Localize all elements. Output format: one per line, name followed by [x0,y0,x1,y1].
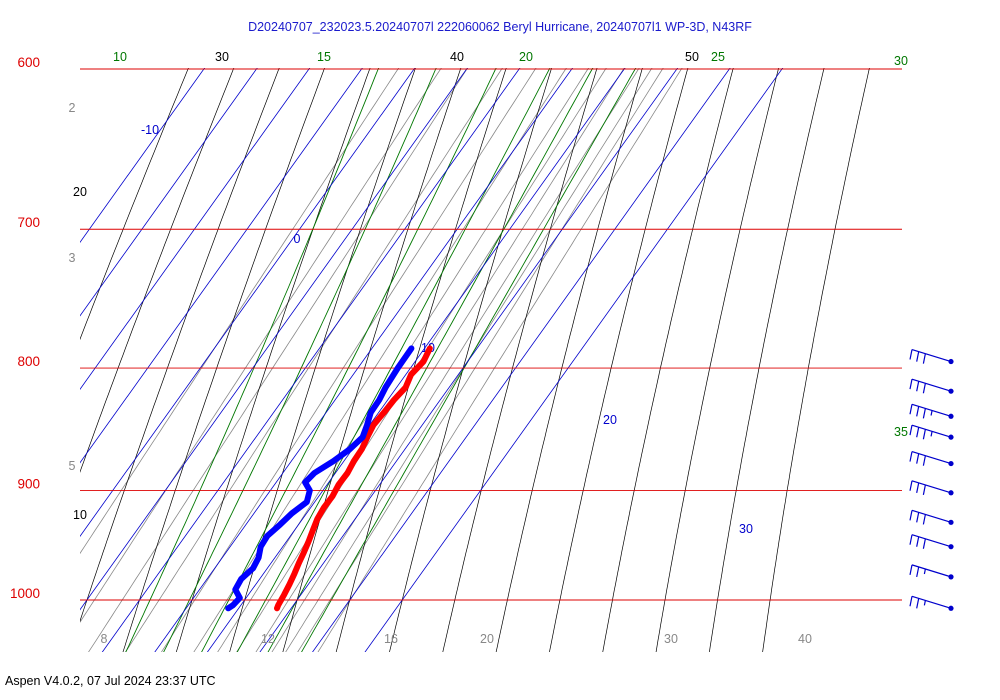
pressure-tick-label: 700 [17,215,40,230]
profiles [225,345,433,612]
isotherm-line [259,68,679,652]
wind-barb [909,450,954,467]
mixing-ratio-label: 8 [101,632,108,646]
mixing-ratio-label: 2 [69,101,76,115]
isotherm-label: 30 [739,522,753,536]
isotherm-line [312,68,731,652]
moist-adiabat-line [201,68,497,652]
dry-adiabat-line [549,68,689,652]
mixing-ratio-line [161,68,537,652]
chart-title: D20240707_232023.5.20240707l 222060062 B… [248,20,752,34]
dry-adiabat-line [602,68,734,652]
dry-adiabat-label: 30 [215,50,229,64]
moist-adiabats [125,68,637,652]
dry-adiabat-line [655,68,780,652]
wind-barb [909,534,954,550]
isotherm-line [154,68,573,652]
isotherm-line [101,68,521,652]
dry-adiabat-line [762,68,870,652]
wind-barb [909,480,954,496]
mixing-ratio-label: 40 [798,632,812,646]
moist-adiabat-line [236,68,551,652]
moist-adiabat-line [125,68,380,652]
isotherm-line [80,68,416,537]
moist-adiabat-line [163,68,437,652]
dry-adiabat-line [282,68,462,652]
dry-adiabat-line [80,68,235,473]
isotherm-label: -10 [141,123,159,137]
moist-adiabat-label: 10 [113,50,127,64]
dry-adiabat-line [442,68,598,652]
mixing-ratio-label: 30 [664,632,678,646]
mixing-ratio-line [80,68,442,623]
moist-adiabat-line [267,68,594,652]
dry-adiabat-label: 20 [73,185,87,199]
mixing-ratio-label: 3 [69,251,76,265]
dry-adiabat-line [175,68,371,652]
wind-barb [909,564,954,580]
isotherm-label: 0 [294,232,301,246]
mixing-ratio-line [217,68,590,652]
mixing-ratio-label: 5 [69,459,76,473]
pressure-tick-label: 900 [17,476,40,491]
wind-barb [909,509,954,525]
mixing-ratio-label: 12 [261,632,275,646]
moist-adiabat-label: 25 [711,50,725,64]
isotherm-line [80,68,258,317]
dewpoint-profile-line [225,345,415,612]
isobars [80,68,902,601]
dry-adiabat-line [80,68,280,623]
dry-adiabat-line [80,68,189,341]
mixing-ratio-line [80,68,400,555]
wind-barb [909,348,954,365]
mixing-ratio-line [88,68,469,652]
dry-adiabat-label: 50 [685,50,699,64]
dry-adiabat-label: 10 [73,508,87,522]
wind-barb [909,424,954,440]
isotherm-line [206,68,626,652]
mixing-ratio-line [285,68,653,652]
dry-adiabat-line [229,68,416,652]
wind-barbs [909,348,954,611]
isotherm-line [80,68,363,464]
dry-adiabat-line [122,68,325,652]
pressure-tick-label: 800 [17,354,40,369]
isotherm-line [80,68,206,243]
isotherm-line [80,68,468,611]
pressure-tick-label: 1000 [10,586,40,601]
pressure-tick-label: 600 [17,55,40,70]
moist-adiabat-label: 35 [894,425,908,439]
temperature-profile-line [274,345,433,612]
wind-barb [909,403,954,419]
mixing-ratio-line [255,68,625,652]
moist-adiabat-label: 20 [519,50,533,64]
isotherm-line [364,68,784,652]
dry-adiabat-line [495,68,643,652]
mixing-ratio-line [317,68,683,652]
wind-barb [909,378,954,394]
moist-adiabat-line [301,68,637,652]
mixing-ratio-label: 16 [384,632,398,646]
moist-adiabat-label: 15 [317,50,331,64]
mixing-ratio-label: 20 [480,632,494,646]
dry-adiabats [80,68,870,652]
footer-text: Aspen V4.0.2, 07 Jul 2024 23:37 UTC [5,674,216,688]
isotherm-label: 20 [603,413,617,427]
dry-adiabat-line [709,68,825,652]
dry-adiabat-line [389,68,552,652]
dry-adiabat-label: 40 [450,50,464,64]
moist-adiabat-label: 30 [894,54,908,68]
wind-barb [909,595,954,611]
dry-adiabat-line [335,68,507,652]
mixing-ratio-lines [80,68,683,652]
isotherms [80,68,784,652]
mixing-ratio-line [125,68,503,652]
isotherm-line [80,68,311,390]
